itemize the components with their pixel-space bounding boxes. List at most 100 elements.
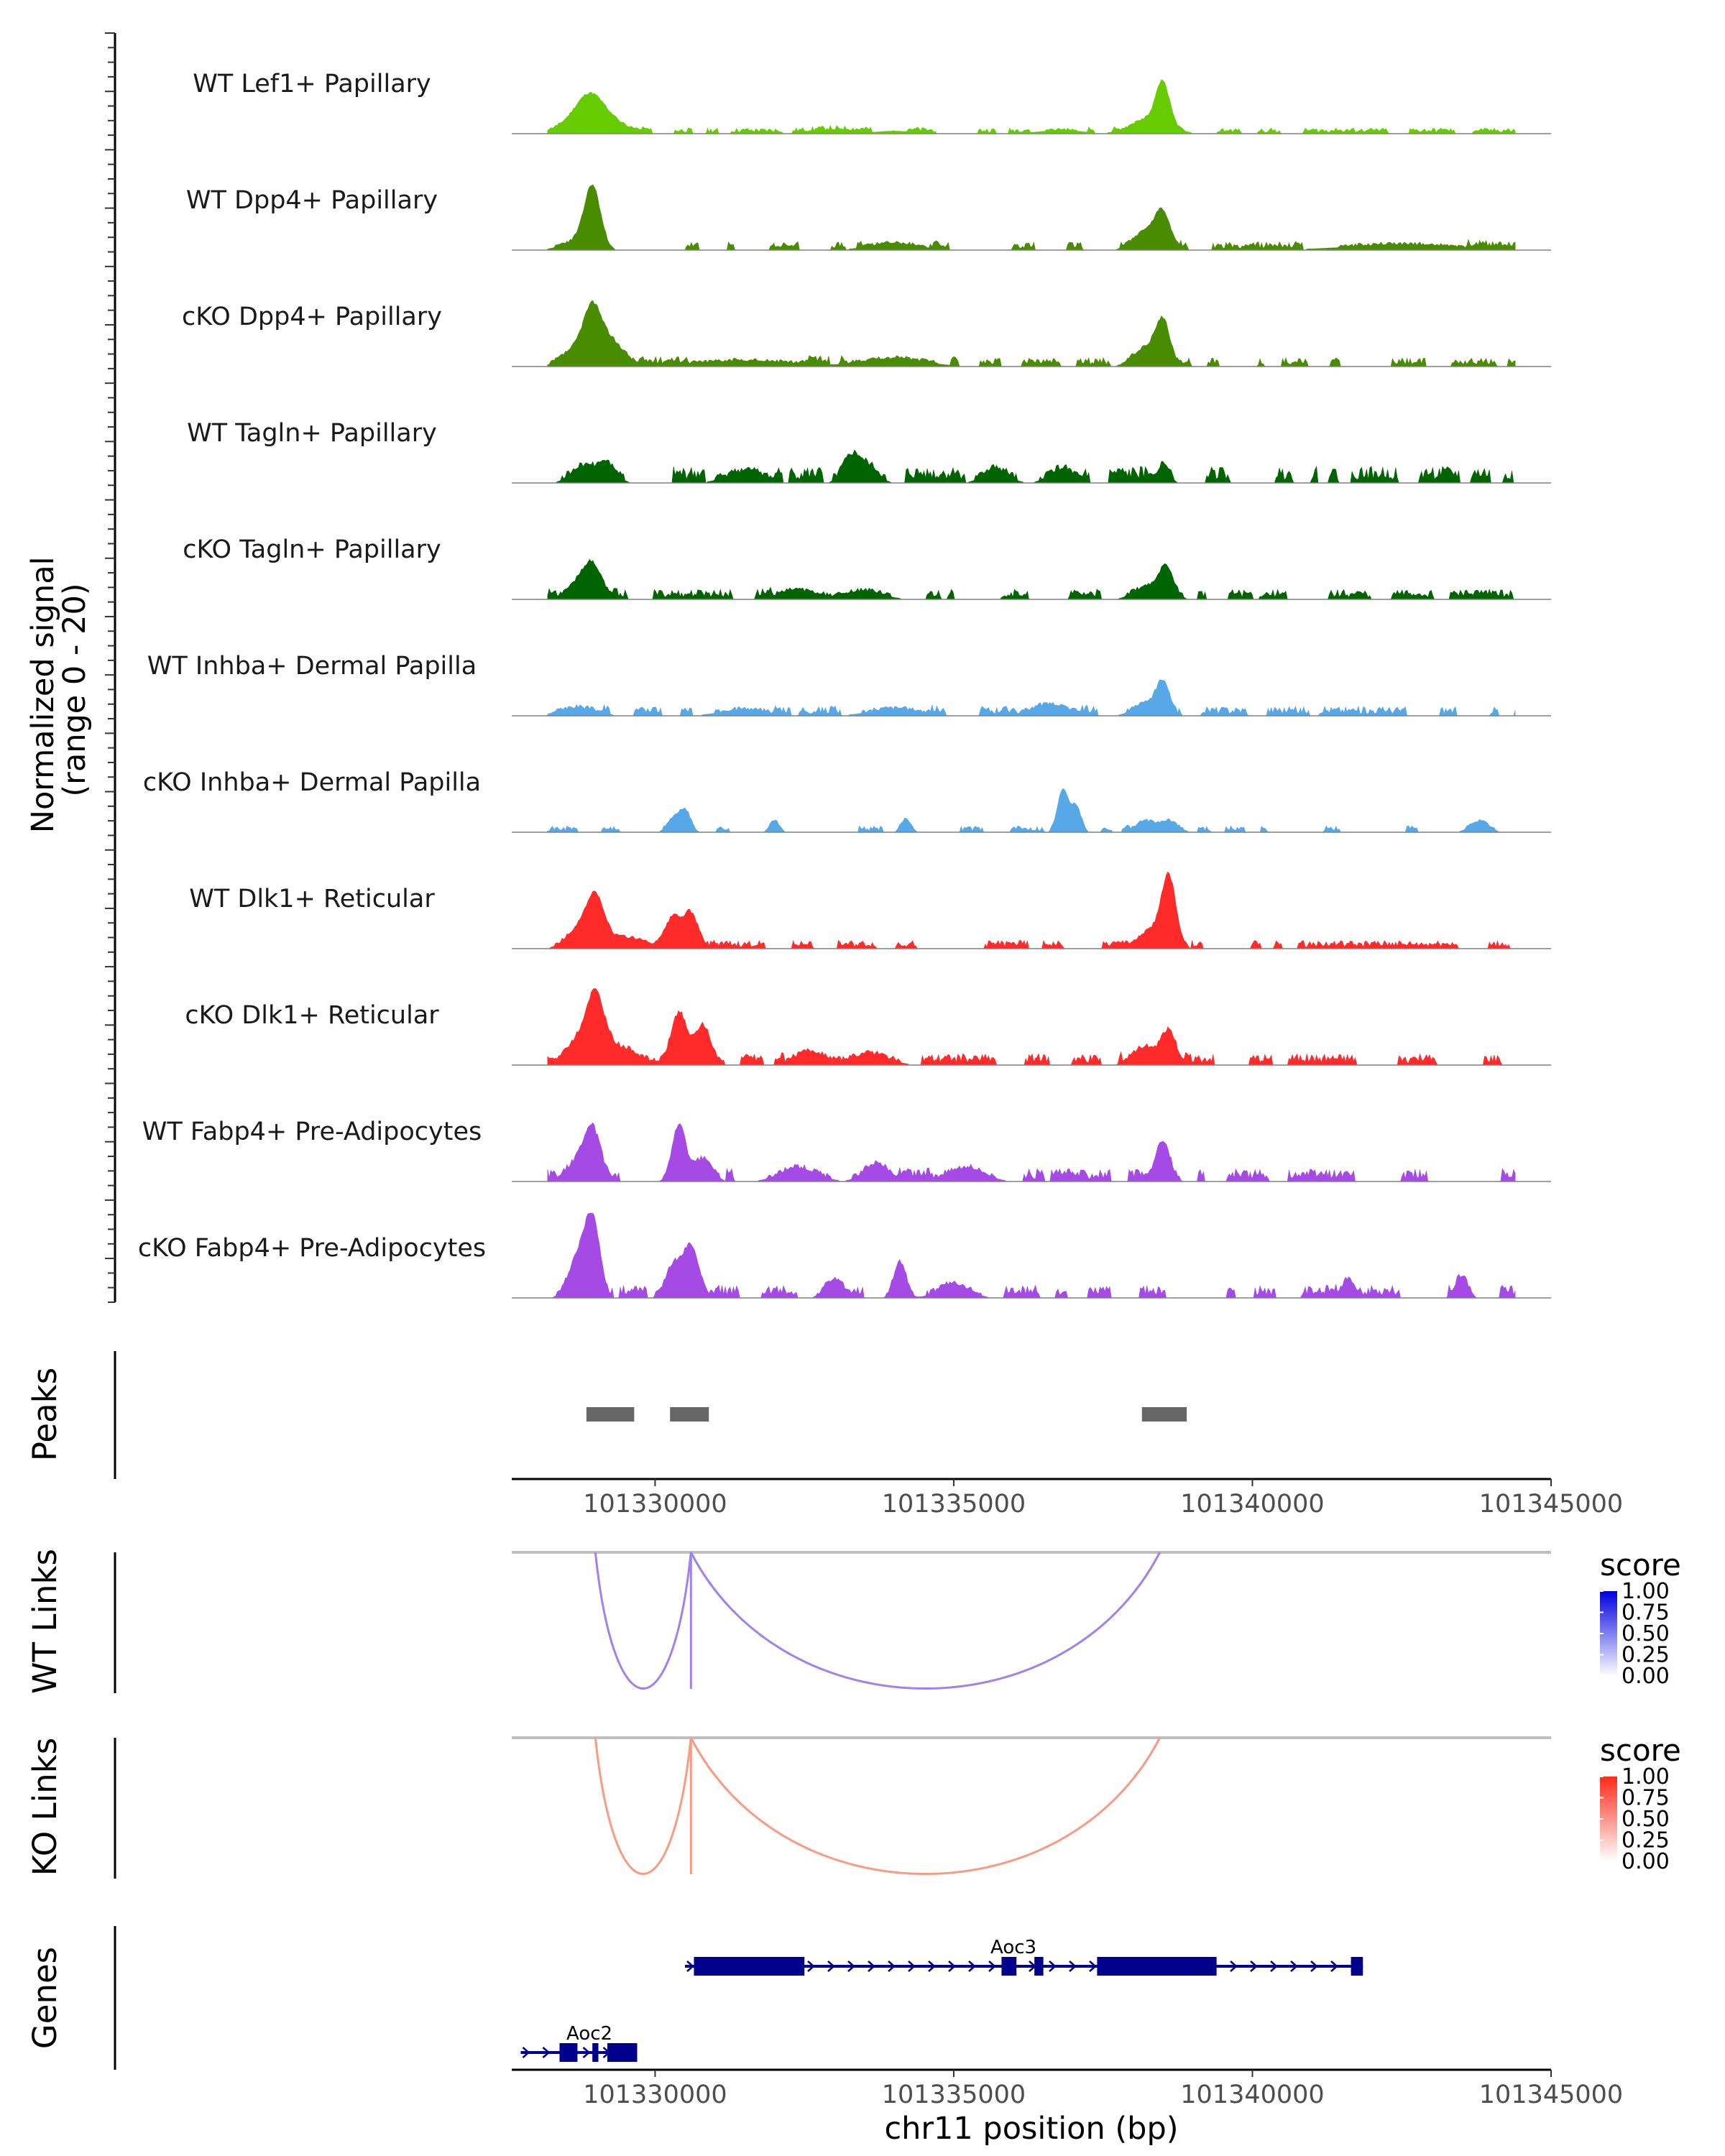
track-label: cKO Fabp4+ Pre-Adipocytes — [138, 1234, 486, 1263]
strand-arrow — [1089, 1961, 1097, 1972]
strand-arrow — [686, 1961, 694, 1972]
coverage-signal-area — [547, 79, 1516, 134]
legend-tick-label: 1.00 — [1622, 1579, 1670, 1604]
links-panel-title: KO Links — [26, 1738, 64, 1876]
peaks-x-tick-label: 101330000 — [583, 1490, 727, 1519]
legend-tick-label: 0.00 — [1622, 1849, 1670, 1874]
strand-arrow — [868, 1961, 875, 1972]
coverage-ylabel-line2: (range 0 - 20) — [57, 583, 93, 796]
gene-exon — [1034, 1957, 1044, 1976]
coverage-signal-area — [547, 987, 1516, 1066]
strand-arrow — [1069, 1961, 1077, 1972]
strand-arrow — [847, 1961, 855, 1972]
strand-arrow — [522, 2047, 530, 2058]
strand-arrow — [1049, 1961, 1057, 1972]
peak-interval-bar — [1141, 1407, 1187, 1422]
gene-exon — [559, 2043, 578, 2062]
coverage-track-5: cKO Tagln+ Papillary — [183, 535, 1551, 600]
peak-interval-bar — [670, 1407, 709, 1422]
track-label: cKO Dlk1+ Reticular — [185, 1001, 439, 1030]
strand-arrow — [582, 2047, 591, 2058]
track-label: WT Inhba+ Dermal Papilla — [147, 652, 477, 681]
strand-arrow — [1270, 1961, 1278, 1972]
track-label: WT Tagln+ Papillary — [187, 419, 437, 448]
legend-title: score — [1600, 1547, 1681, 1583]
coverage-track-4: WT Tagln+ Papillary — [187, 419, 1551, 484]
coverage-track-6: WT Inhba+ Dermal Papilla — [147, 652, 1551, 717]
strand-arrow — [807, 1961, 815, 1972]
coverage-y-ticks — [105, 32, 115, 1303]
strand-arrow — [1310, 1961, 1318, 1972]
track-label: WT Dlk1+ Reticular — [189, 885, 435, 913]
legend-tick-label: 0.50 — [1622, 1621, 1670, 1646]
coverage-track-8: WT Dlk1+ Reticular — [189, 871, 1551, 949]
link-arc — [594, 1737, 692, 1875]
strand-arrow — [928, 1961, 936, 1972]
peaks-x-tick-label: 101340000 — [1180, 1490, 1324, 1519]
legend-tick-label: 0.75 — [1622, 1600, 1670, 1626]
coverage-track-1: WT Lef1+ Papillary — [193, 70, 1551, 134]
peak-intervals — [586, 1407, 1187, 1422]
genes-x-tick-label: 101345000 — [1479, 2081, 1623, 2109]
genes-x-axis: 101330000 101335000 101340000 101345000 — [512, 2068, 1623, 2109]
legend-tick-label: 0.25 — [1622, 1828, 1670, 1853]
track-label: WT Dpp4+ Papillary — [186, 186, 438, 215]
coverage-track-11: cKO Fabp4+ Pre-Adipocytes — [138, 1212, 1551, 1299]
coverage-track-7: cKO Inhba+ Dermal Papilla — [143, 768, 1551, 833]
strand-arrow — [948, 1961, 956, 1972]
x-axis-title: chr11 position (bp) — [884, 2111, 1178, 2147]
track-label: WT Fabp4+ Pre-Adipocytes — [142, 1118, 482, 1146]
link-arc — [689, 1552, 1162, 1690]
peaks-panel-title: Peaks — [26, 1368, 64, 1461]
genes-panel-title: Genes — [26, 1947, 64, 2049]
gene-exon — [694, 1957, 805, 1976]
gene-exon — [1001, 1957, 1017, 1976]
gene-exon — [592, 2043, 599, 2062]
strand-arrow — [888, 1961, 896, 1972]
gene-label: Aoc3 — [990, 1937, 1036, 1958]
genes-x-tick-label: 101335000 — [882, 2081, 1026, 2109]
link-arc — [689, 1737, 1162, 1875]
gene-models: Aoc3 Aoc2 — [520, 1937, 1363, 2062]
strand-arrow — [542, 2047, 551, 2058]
track-label: WT Lef1+ Papillary — [193, 70, 431, 98]
strand-arrow — [1290, 1961, 1298, 1972]
strand-arrow — [1330, 1961, 1338, 1972]
track-label: cKO Inhba+ Dermal Papilla — [143, 768, 481, 797]
peaks-panel: Peaks 101330000 101335000 101340000 1013450… — [26, 1351, 1623, 1519]
coverage-track-9: cKO Dlk1+ Reticular — [185, 987, 1551, 1066]
strand-arrow — [988, 1961, 996, 1972]
coverage-track-3: cKO Dpp4+ Papillary — [182, 300, 1551, 367]
coverage-panel: Normalized signal (range 0 - 20) WT Lef1… — [25, 32, 1551, 1303]
link-arc — [594, 1552, 692, 1690]
peaks-x-tick-label: 101345000 — [1479, 1490, 1623, 1519]
gene-aoc2: Aoc2 — [520, 2023, 638, 2062]
coverage-signal-area — [547, 679, 1516, 717]
peaks-x-tick-label: 101335000 — [882, 1490, 1026, 1519]
peaks-x-axis: 101330000 101335000 101340000 101345000 — [512, 1478, 1623, 1519]
coverage-track-2: WT Dpp4+ Papillary — [186, 184, 1551, 251]
strand-arrow — [1250, 1961, 1258, 1972]
strand-arrow — [908, 1961, 916, 1972]
gene-aoc3: Aoc3 — [685, 1937, 1363, 1976]
legend-title: score — [1600, 1733, 1681, 1768]
track-label: cKO Tagln+ Papillary — [183, 535, 441, 564]
coverage-signal-area — [547, 1212, 1516, 1299]
legend-tick-label: 0.00 — [1622, 1664, 1670, 1689]
gene-exon — [607, 2043, 638, 2062]
gene-exon — [1097, 1957, 1217, 1976]
legend-tick-label: 0.75 — [1622, 1786, 1670, 1811]
strand-arrow — [827, 1961, 835, 1972]
legend-tick-label: 1.00 — [1622, 1764, 1670, 1789]
coverage-tracks: WT Lef1+ Papillary WT Dpp4+ Papillary cKO … — [138, 70, 1551, 1299]
links-panel-title: WT Links — [26, 1549, 64, 1694]
legend-tick-label: 0.25 — [1622, 1643, 1670, 1668]
genes-x-tick-label: 101340000 — [1180, 2081, 1324, 2109]
strand-arrow — [1230, 1961, 1238, 1972]
strand-arrow — [968, 1961, 976, 1972]
